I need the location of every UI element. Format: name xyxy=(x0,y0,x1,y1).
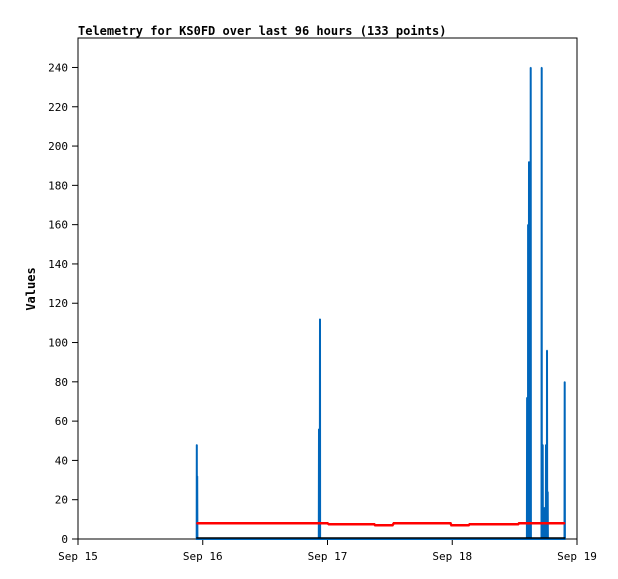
series-1-point xyxy=(543,506,545,509)
x-axis: Sep 15 Sep 16 Sep 17 Sep 18 Sep 19 xyxy=(58,539,597,563)
x-tick-label: Sep 18 xyxy=(432,550,472,563)
series-1-point xyxy=(319,318,321,320)
series-1-point xyxy=(526,396,528,399)
series-1-point xyxy=(545,444,547,446)
series-3-point xyxy=(564,537,566,539)
x-tick-label: Sep 16 xyxy=(183,550,223,563)
series-1-point xyxy=(547,491,549,493)
series-2-point xyxy=(393,522,395,524)
y-tick-label: 60 xyxy=(55,415,68,428)
y-tick-label: 180 xyxy=(48,179,68,192)
series-1-point xyxy=(318,428,320,430)
y-axis-label: Values xyxy=(24,267,38,310)
y-tick-label: 40 xyxy=(55,454,68,467)
series-1-point xyxy=(541,66,543,69)
series-2-point xyxy=(468,524,470,526)
series-2-point xyxy=(374,524,376,526)
y-tick-label: 120 xyxy=(48,297,68,310)
series-1-point xyxy=(546,349,548,351)
y-tick-label: 160 xyxy=(48,219,68,232)
series-2-point xyxy=(468,523,471,525)
y-tick-label: 200 xyxy=(48,140,68,153)
y-tick-label: 240 xyxy=(48,61,68,74)
plot-frame xyxy=(77,37,578,540)
series-2-point xyxy=(391,524,394,526)
y-axis: 0 20 40 60 80 100 120 140 160 180 200 220 240 xyxy=(48,61,78,546)
series-2-point xyxy=(326,522,329,524)
series-2-point xyxy=(564,522,566,524)
series-1-point xyxy=(528,161,530,163)
series-2-point xyxy=(450,524,452,526)
series-2-point xyxy=(517,523,519,525)
series-1-point xyxy=(542,444,544,446)
y-tick-label: 220 xyxy=(48,101,68,114)
y-tick-label: 0 xyxy=(61,533,68,546)
series-1-point xyxy=(530,66,532,69)
series-2-point xyxy=(196,522,198,524)
x-tick-label: Sep 19 xyxy=(557,550,597,563)
y-tick-label: 20 xyxy=(55,494,68,507)
series-1-point xyxy=(196,475,198,477)
series-3-point xyxy=(196,537,198,539)
chart-title: Telemetry for KS0FD over last 96 hours (… xyxy=(78,24,446,38)
y-tick-label: 100 xyxy=(48,337,68,350)
series-2-point xyxy=(328,523,330,525)
x-tick-label: Sep 15 xyxy=(58,550,98,563)
series-2-point xyxy=(449,522,452,524)
series-1-point xyxy=(564,381,566,383)
series-1-point xyxy=(196,444,198,446)
series-2-point xyxy=(518,522,520,524)
series-1-point xyxy=(527,224,529,226)
x-tick-label: Sep 17 xyxy=(308,550,348,563)
series-2-point xyxy=(285,522,287,524)
y-tick-label: 140 xyxy=(48,258,68,271)
y-tick-label: 80 xyxy=(55,376,68,389)
series-2-point xyxy=(373,523,375,525)
series-layer xyxy=(195,66,566,540)
